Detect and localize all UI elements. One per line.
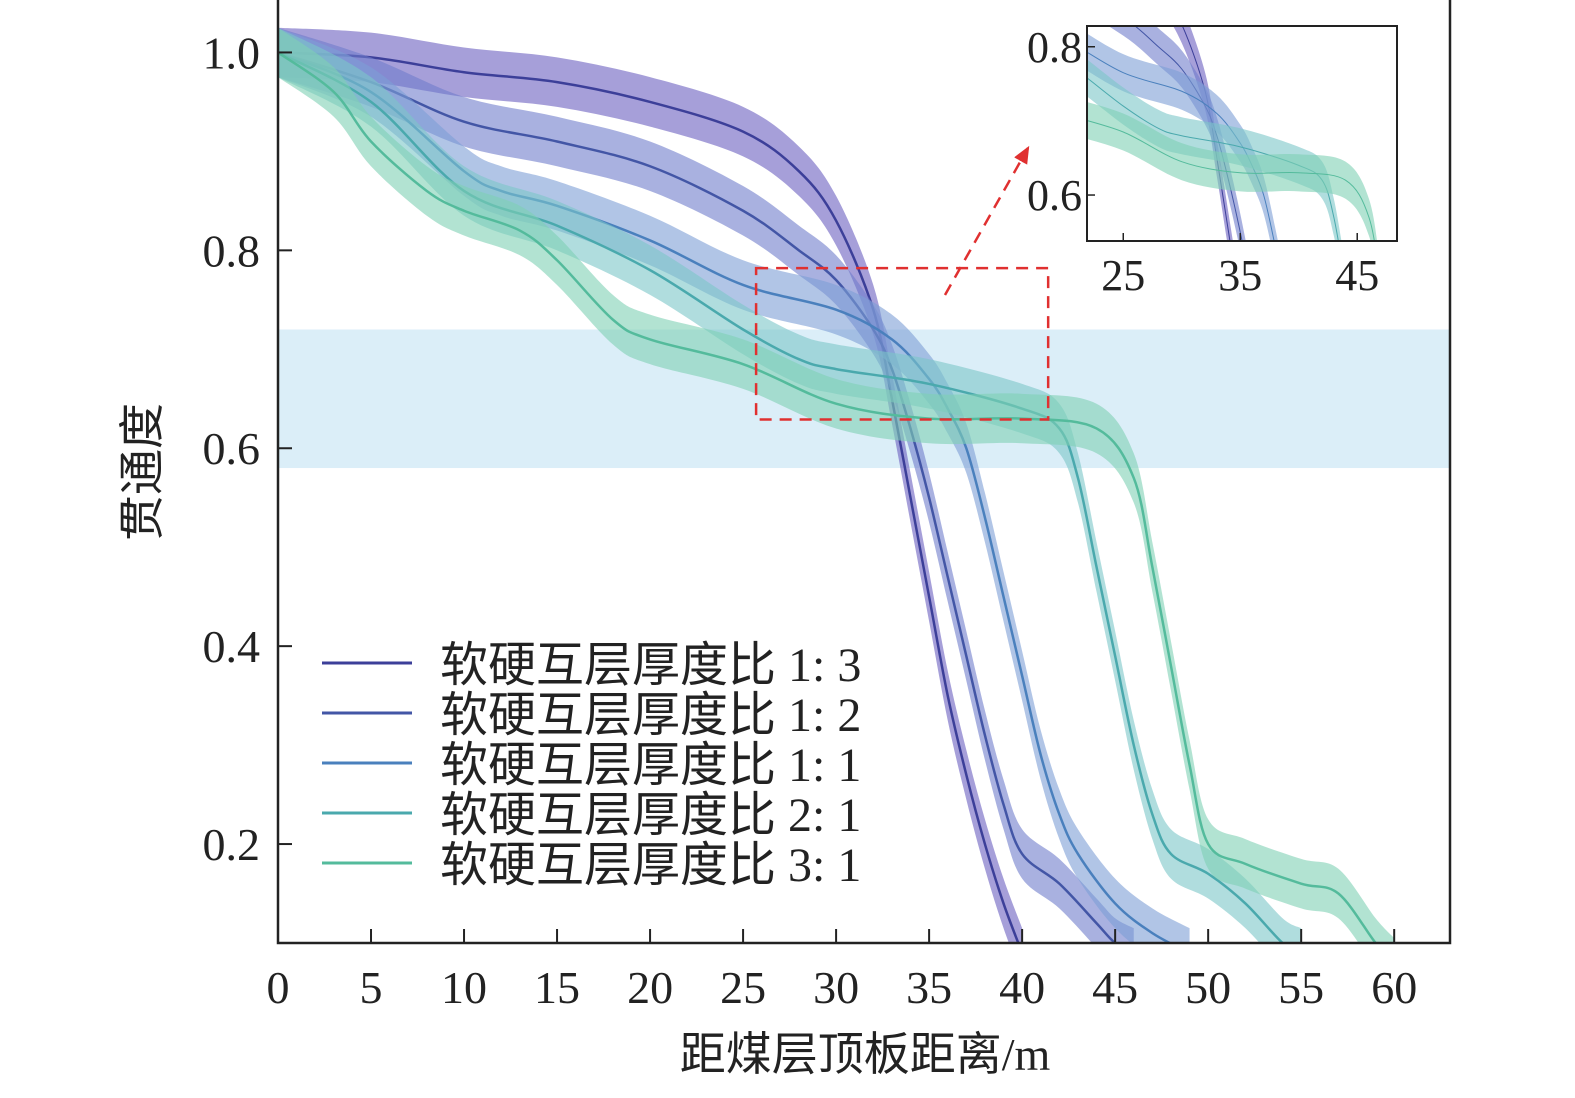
legend-label-4: 软硬互层厚度比 2: 1 <box>440 789 861 842</box>
y-tick-label: 0.8 <box>203 225 261 276</box>
x-tick-label: 0 <box>267 962 290 1013</box>
y-tick-label: 0.4 <box>203 621 261 672</box>
x-axis-ticks: 0 5 10 15 20 25 30 35 40 45 50 55 60 <box>267 929 1417 1013</box>
x-tick-label: 25 <box>720 962 766 1013</box>
main-axes-frame <box>276 0 1452 945</box>
x-tick-label: 55 <box>1278 962 1324 1013</box>
inset-frame <box>1086 25 1398 242</box>
series-band-2 <box>278 27 1134 943</box>
zoom-arrow <box>943 145 1030 296</box>
x-tick-label: 35 <box>906 962 952 1013</box>
inset-ticks: 25 35 45 0.6 0.8 <box>1027 23 1379 300</box>
main-plot-series <box>278 27 1395 943</box>
x-tick-label: 5 <box>360 962 383 1013</box>
y-axis-label: 贯通度 <box>117 403 168 541</box>
inset-y-tick-label: 0.8 <box>1027 23 1082 72</box>
series-line-5 <box>1087 119 1375 241</box>
inset-y-tick-label: 0.6 <box>1027 171 1082 220</box>
x-tick-label: 60 <box>1371 962 1417 1013</box>
x-tick-label: 15 <box>534 962 580 1013</box>
inset-plot-series <box>1087 26 1378 241</box>
x-tick-label: 20 <box>627 962 673 1013</box>
legend-label-2: 软硬互层厚度比 1: 2 <box>440 689 861 742</box>
zoom-region-box <box>754 266 1050 421</box>
x-tick-label: 50 <box>1185 962 1231 1013</box>
legend-label-1: 软硬互层厚度比 1: 3 <box>440 639 861 692</box>
x-axis-label: 距煤层顶板距离/m <box>680 1029 1051 1080</box>
y-axis-ticks: 0.2 0.4 0.6 0.8 1.0 <box>203 27 292 870</box>
inset-x-tick-label: 45 <box>1335 251 1379 300</box>
series-band-3 <box>1087 33 1278 241</box>
x-tick-label: 10 <box>441 962 487 1013</box>
y-tick-label: 0.2 <box>203 819 261 870</box>
y-tick-label: 1.0 <box>203 27 261 78</box>
y-tick-label: 0.6 <box>203 423 261 474</box>
series-band-5 <box>278 27 1395 943</box>
legend-label-3: 软硬互层厚度比 1: 1 <box>440 739 861 792</box>
x-tick-label: 45 <box>1092 962 1138 1013</box>
x-tick-label: 30 <box>813 962 859 1013</box>
inset-x-tick-label: 25 <box>1101 251 1145 300</box>
x-tick-label: 40 <box>999 962 1045 1013</box>
inset-x-tick-label: 35 <box>1218 251 1262 300</box>
series-band-4 <box>1087 59 1342 241</box>
legend-label-5: 软硬互层厚度比 3: 1 <box>440 839 861 892</box>
series-band-4 <box>278 27 1302 943</box>
